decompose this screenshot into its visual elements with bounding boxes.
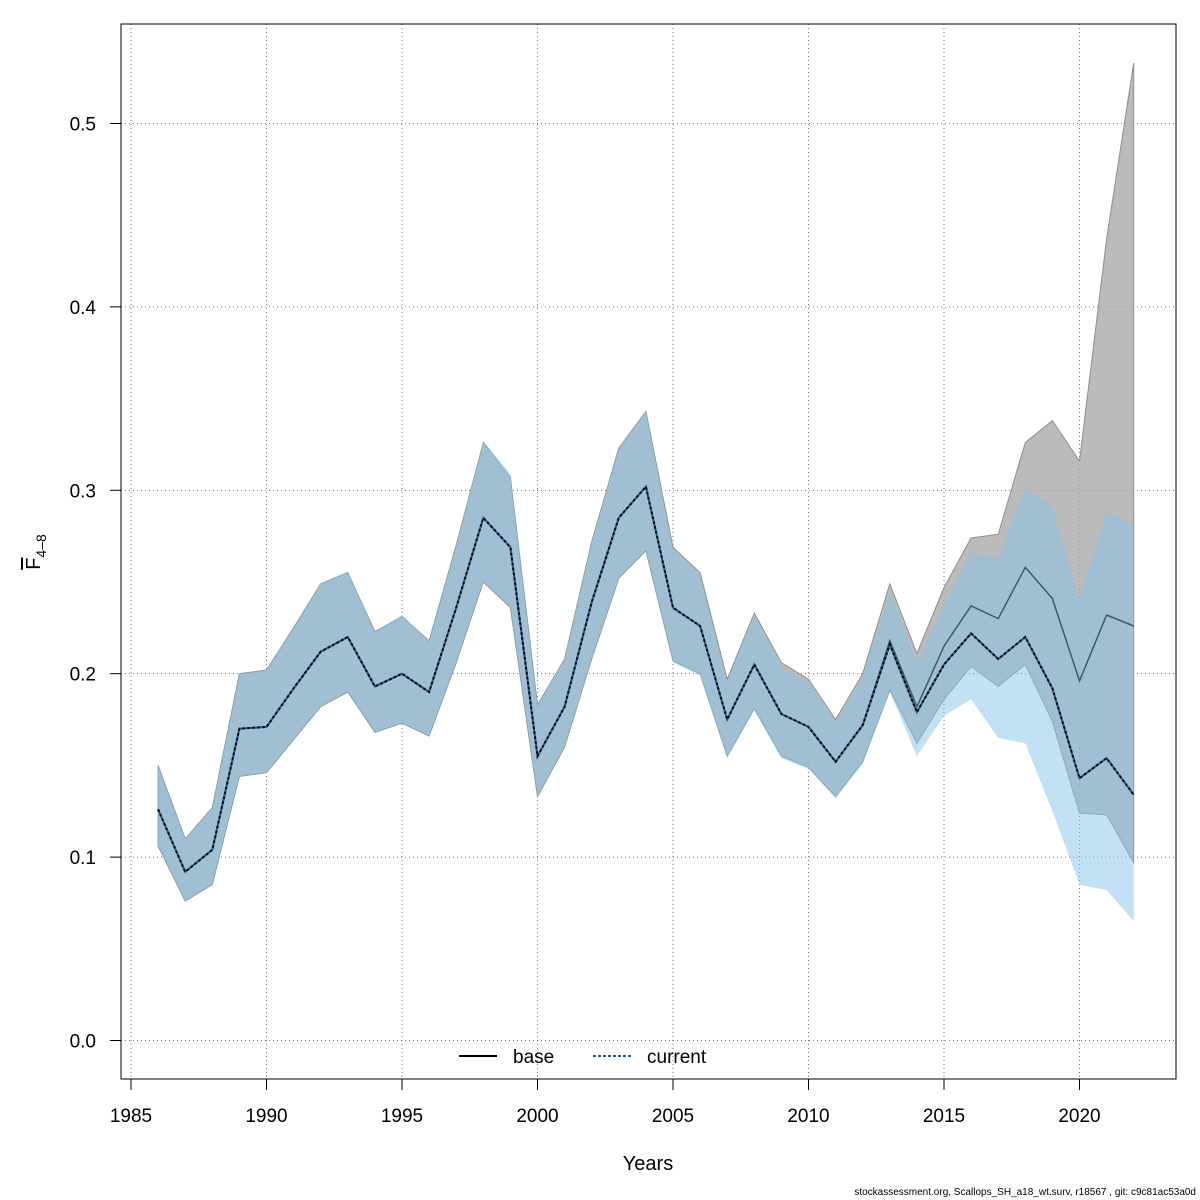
line-current (157, 484, 1135, 874)
x-tick-label: 2010 (787, 1106, 829, 1127)
y-axis-title-main: F (23, 558, 45, 570)
series-lines (157, 484, 1135, 874)
y-tick-label: 0.1 (70, 848, 96, 869)
svg-text:F4–8: F4–8 (23, 534, 49, 570)
y-axis-title-sub: 4–8 (33, 534, 49, 558)
y-tick-label: 0.0 (70, 1032, 96, 1053)
confidence-bands (157, 62, 1135, 922)
y-axis-title: F4–8 (23, 534, 49, 570)
x-tick-label: 1995 (381, 1106, 423, 1127)
x-tick-label: 2015 (923, 1106, 965, 1127)
x-tick-label: 2005 (652, 1106, 694, 1127)
band-current (158, 411, 1134, 922)
y-tick-label: 0.5 (70, 115, 96, 136)
x-axis-title: Years (623, 1153, 673, 1175)
y-tick-label: 0.4 (70, 298, 97, 319)
legend: base current (459, 1047, 707, 1068)
y-axis: 0.0 0.1 0.2 0.3 0.4 0.5 (70, 115, 122, 1053)
legend-label-base: base (513, 1047, 554, 1068)
legend-label-current: current (647, 1047, 707, 1068)
x-axis: 1985 1990 1995 2000 2005 2010 2015 2020 (110, 1078, 1101, 1127)
x-tick-label: 1985 (110, 1106, 152, 1127)
y-tick-label: 0.3 (70, 481, 96, 502)
x-tick-label: 2020 (1058, 1106, 1100, 1127)
y-tick-label: 0.2 (70, 665, 96, 686)
x-tick-label: 2000 (516, 1106, 558, 1127)
x-tick-label: 1990 (245, 1106, 287, 1127)
footer-note: stockassessment.org, Scallops_SH_a18_wt.… (854, 1187, 1196, 1198)
